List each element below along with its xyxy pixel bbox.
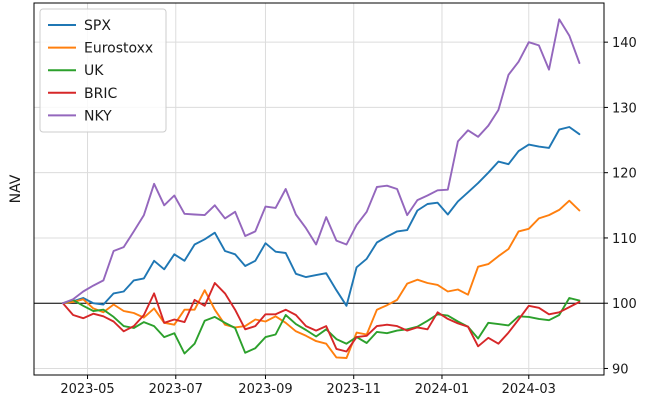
y-tick-label: 120	[612, 167, 637, 182]
legend-label-eurostoxx: Eurostoxx	[84, 41, 153, 57]
legend: SPX Eurostoxx UK BRIC NKY	[39, 8, 167, 133]
legend-box	[39, 8, 167, 133]
legend-label-nky: NKY	[84, 108, 112, 124]
series-lines	[61, 18, 581, 359]
series-line-spx	[61, 126, 581, 307]
x-axis-ticks: 2023-05 2023-07 2023-09 2023-11 2024-01 2024-…	[60, 375, 556, 397]
series-line-nky	[61, 18, 581, 305]
y-tick-label: 130	[612, 101, 637, 116]
y-tick-label: 110	[612, 232, 637, 247]
plot-frame	[33, 2, 605, 376]
y-tick-label: 90	[612, 362, 629, 377]
legend-label-spx: SPX	[84, 18, 111, 34]
series-line-eurostoxx	[61, 199, 581, 359]
x-tick-label: 2023-09	[238, 382, 292, 397]
series-line-bric	[61, 282, 581, 353]
legend-label-uk: UK	[84, 63, 104, 79]
x-tick-label: 2024-01	[415, 382, 469, 397]
series-line-uk	[61, 297, 581, 355]
y-tick-label: 100	[612, 297, 637, 312]
x-tick-label: 2023-07	[149, 382, 203, 397]
y-axis-title: NAV	[8, 174, 24, 203]
x-tick-label: 2023-11	[327, 382, 381, 397]
y-axis-ticks: 90 100 110 120 130 140	[604, 36, 637, 377]
x-tick-label: 2024-03	[502, 382, 556, 397]
legend-label-bric: BRIC	[84, 86, 117, 102]
x-tick-label: 2023-05	[60, 382, 114, 397]
y-tick-label: 140	[612, 36, 637, 51]
